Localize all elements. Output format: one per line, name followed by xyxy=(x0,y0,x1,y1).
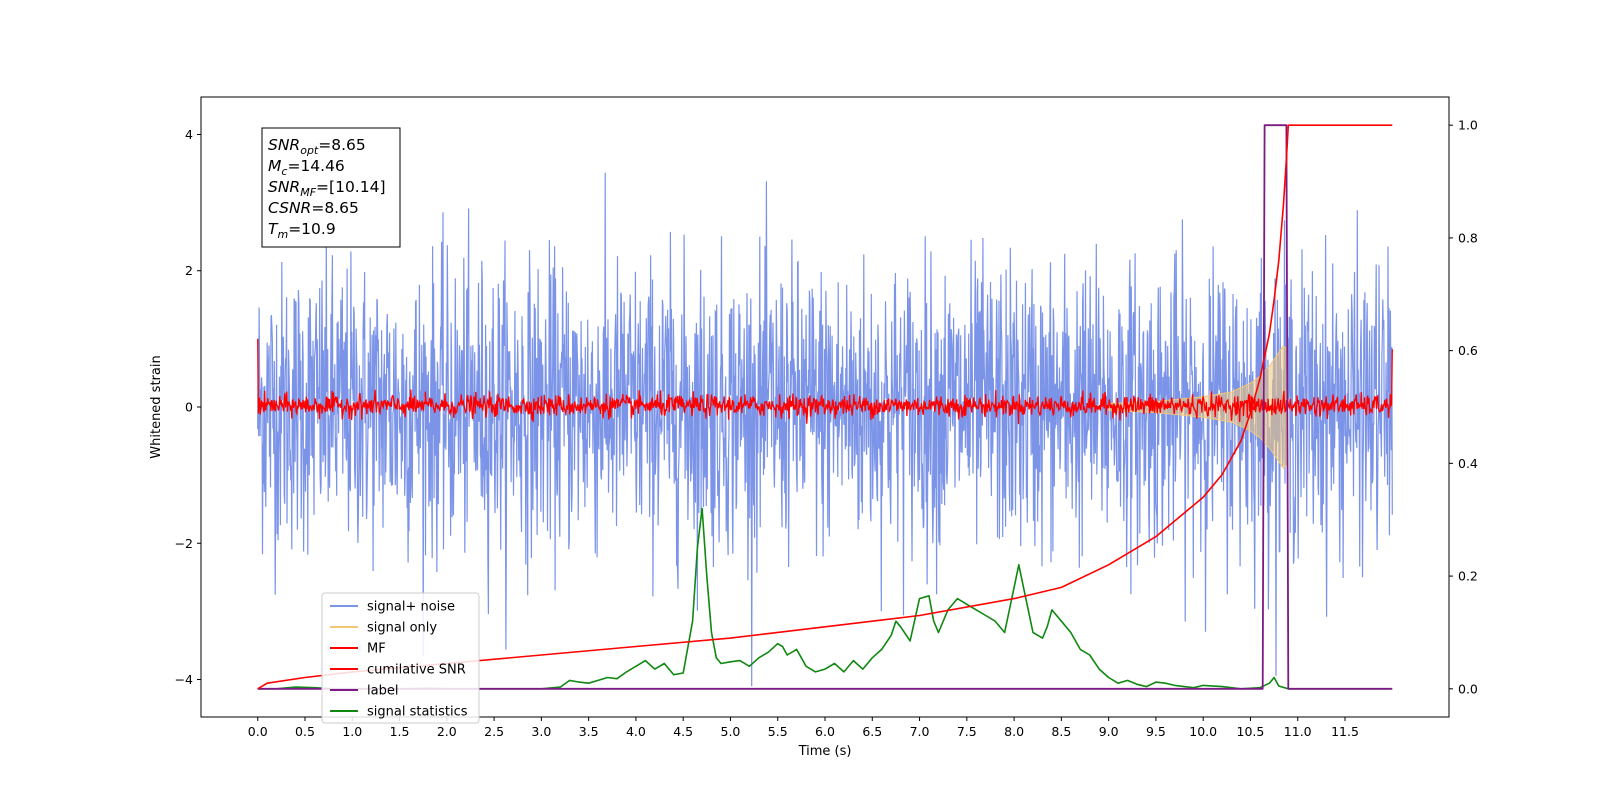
x-tick-label: 0.5 xyxy=(295,724,315,739)
x-tick-label: 3.5 xyxy=(579,724,599,739)
legend-frame xyxy=(321,592,480,724)
series-signal-noise xyxy=(257,172,1393,687)
y-axis-left: −4 −2 0 2 4 xyxy=(175,127,201,687)
y-right-tick-label: 0.4 xyxy=(1458,456,1478,471)
legend-label: MF xyxy=(367,642,386,657)
legend-label: cumilative SNR xyxy=(367,663,466,678)
y-left-tick-label: −2 xyxy=(175,536,193,551)
x-tick-label: 2.5 xyxy=(484,724,504,739)
x-tick-label: 10.5 xyxy=(1237,724,1265,739)
x-tick-label: 6.0 xyxy=(815,724,835,739)
x-tick-label: 5.0 xyxy=(721,724,741,739)
parameter-annotation-box: SNRopt=8.65Mc=14.46SNRMF=[10.14]CSNR=8.6… xyxy=(261,127,401,248)
x-tick-label: 4.0 xyxy=(626,724,646,739)
x-tick-label: 7.0 xyxy=(910,724,930,739)
x-tick-label: 8.5 xyxy=(1051,724,1071,739)
x-tick-label: 1.5 xyxy=(390,724,410,739)
x-tick-label: 2.0 xyxy=(437,724,457,739)
x-tick-label: 5.5 xyxy=(768,724,788,739)
series-signal-statistics xyxy=(257,507,1388,690)
x-tick-label: 11.5 xyxy=(1331,724,1359,739)
series-mf xyxy=(257,338,1393,425)
annotation-line: Mc=14.46 xyxy=(268,157,345,178)
y-right-tick-label: 0.0 xyxy=(1458,681,1478,696)
x-tick-label: 7.5 xyxy=(957,724,977,739)
x-tick-label: 10.0 xyxy=(1189,724,1217,739)
x-tick-label: 9.5 xyxy=(1146,724,1166,739)
x-tick-label: 11.0 xyxy=(1284,724,1312,739)
y-right-tick-label: 0.8 xyxy=(1458,230,1478,245)
y-left-tick-label: 4 xyxy=(185,127,193,142)
x-tick-label: 9.0 xyxy=(1099,724,1119,739)
x-tick-label: 4.5 xyxy=(673,724,693,739)
y-axis-label: Whitened strain xyxy=(149,355,164,458)
legend-label: signal statistics xyxy=(367,705,468,720)
legend-label: label xyxy=(367,684,398,699)
y-right-tick-label: 0.2 xyxy=(1458,569,1478,584)
y-right-tick-label: 0.6 xyxy=(1458,343,1478,358)
annotation-line: SNRopt=8.65 xyxy=(268,136,366,157)
x-tick-label: 8.0 xyxy=(1004,724,1024,739)
annotation-line: Tm=10.9 xyxy=(268,220,336,241)
legend: signal+ noise signal only MF cumilative SNR… xyxy=(321,592,480,724)
annotation-line: CSNR=8.65 xyxy=(268,199,359,217)
annotation-line: SNRMF=[10.14] xyxy=(268,178,386,199)
legend-label: signal+ noise xyxy=(367,600,455,615)
y-axis-right: 0.0 0.2 0.4 0.6 0.8 1.0 xyxy=(1449,118,1478,696)
y-left-tick-label: 0 xyxy=(185,400,193,415)
y-left-tick-label: 2 xyxy=(185,263,193,278)
series-label xyxy=(257,124,1393,690)
y-right-tick-label: 1.0 xyxy=(1458,118,1478,133)
y-left-tick-label: −4 xyxy=(175,672,193,687)
x-axis: 0.0 0.5 1.0 1.5 2.0 2.5 3.0 3.5 4.0 4.5 5.0 5.5 6.0 6… xyxy=(248,717,1359,739)
legend-label: signal only xyxy=(367,621,437,636)
x-tick-label: 3.0 xyxy=(531,724,551,739)
x-axis-label: Time (s) xyxy=(798,744,852,759)
x-tick-label: 0.0 xyxy=(248,724,268,739)
x-tick-label: 1.0 xyxy=(342,724,362,739)
annotation-frame xyxy=(261,127,401,248)
x-tick-label: 6.5 xyxy=(862,724,882,739)
